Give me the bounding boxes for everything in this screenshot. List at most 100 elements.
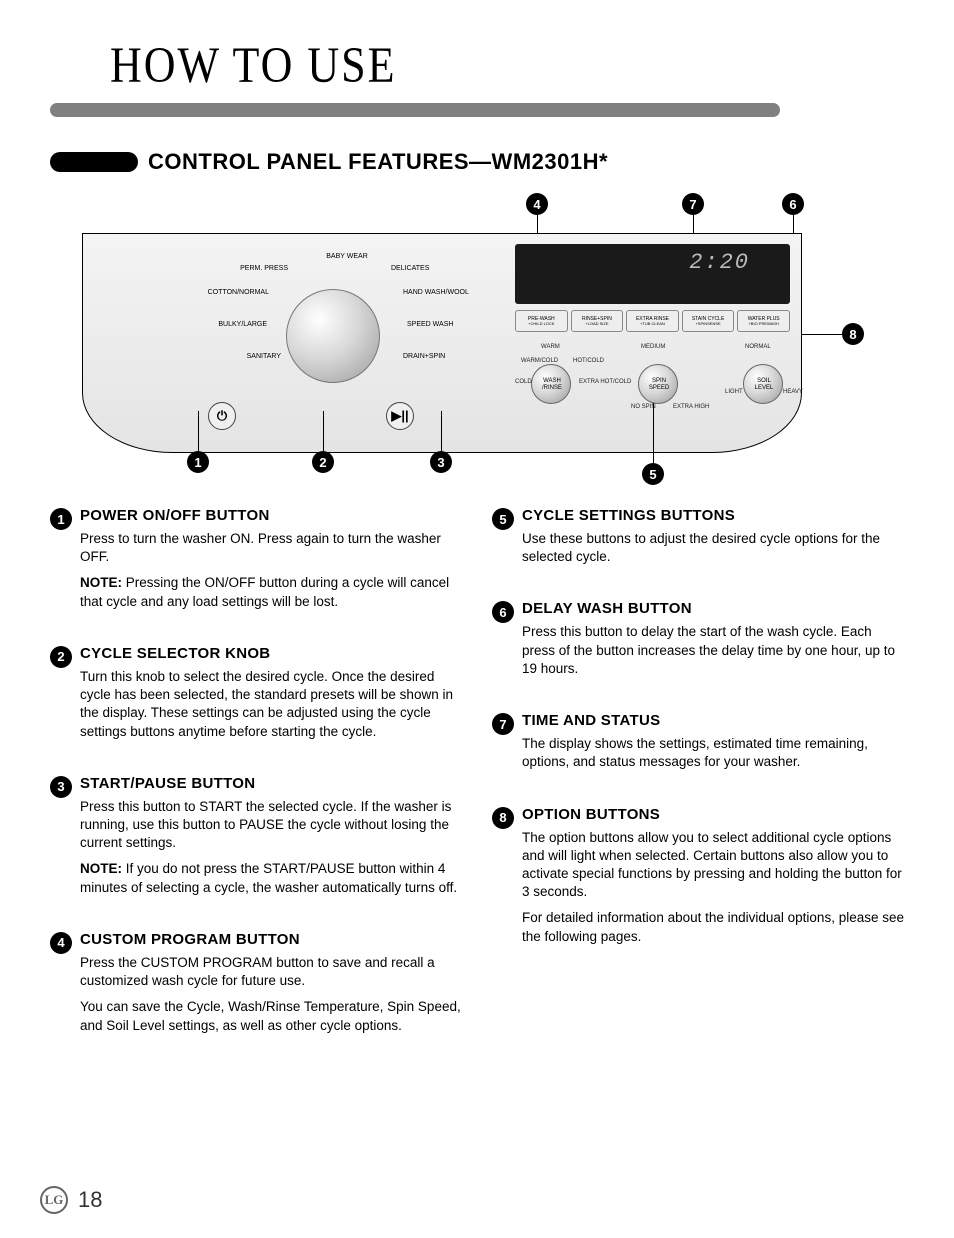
- knob-tick-label: HOT/COLD: [573, 358, 604, 364]
- feature-number: 7: [492, 713, 514, 735]
- play-pause-icon: ▶||: [391, 408, 408, 424]
- callout-number: 1: [187, 451, 209, 473]
- callout-number: 8: [842, 323, 864, 345]
- callout-number: 2: [312, 451, 334, 473]
- feature-columns: 1 POWER ON/OFF BUTTON Press to turn the wa…: [50, 507, 904, 1069]
- feature-number: 2: [50, 646, 72, 668]
- setting-knob-label: SOILLEVEL: [744, 378, 784, 391]
- callout-number: 7: [682, 193, 704, 215]
- feature-item: 3START/PAUSE BUTTONPress this button to …: [50, 775, 462, 905]
- callout-number: 5: [642, 463, 664, 485]
- knob-tick-label: WARM: [541, 344, 560, 350]
- feature-number: 1: [50, 508, 72, 530]
- option-sublabel: +CHILD LOCK: [528, 322, 554, 326]
- feature-number: 5: [492, 508, 514, 530]
- callout-line: [802, 334, 842, 335]
- setting-knob[interactable]: WASH/RINSE: [531, 364, 571, 404]
- option-sublabel: +TUB CLEAN: [640, 322, 665, 326]
- status-display: 2:20: [515, 244, 790, 304]
- feature-item: 2 CYCLE SELECTOR KNOB Turn this knob to se…: [50, 645, 462, 749]
- knob-tick-label: MEDIUM: [641, 344, 665, 350]
- feature-text: Use these buttons to adjust the desired …: [522, 530, 904, 566]
- cycle-option-label: DELICATES: [391, 265, 429, 272]
- callout-line: [198, 411, 199, 451]
- feature-item: 7 TIME AND STATUS The display shows the se…: [492, 712, 904, 779]
- cycle-selector-knob[interactable]: [286, 289, 380, 383]
- cycle-option-label: SPEED WASH: [407, 321, 453, 328]
- option-button[interactable]: EXTRA RINSE+TUB CLEAN: [626, 310, 679, 332]
- knob-tick-label: WARM/COLD: [521, 358, 558, 364]
- feature-column-right: 5CYCLE SETTINGS BUTTONSUse these buttons…: [492, 507, 904, 1069]
- section-title: CONTROL PANEL FEATURES—WM2301H*: [148, 149, 608, 175]
- control-panel-diagram: 476 BABY WEARPERM. PRESSDELICATESCOTTON/…: [82, 193, 872, 483]
- feature-column-left: 1 POWER ON/OFF BUTTON Press to turn the wa…: [50, 507, 462, 1069]
- callout-number: 4: [526, 193, 548, 215]
- feature-number: 4: [50, 932, 72, 954]
- panel-body: BABY WEAR PERM. PRESS DELICATES COTTON/NORM…: [82, 233, 802, 453]
- option-button[interactable]: WATER PLUS+BIO PREWASH: [737, 310, 790, 332]
- cycle-option-label: SANITARY: [247, 353, 281, 360]
- option-button[interactable]: STAIN CYCLE+SPINSENSE: [682, 310, 735, 332]
- knob-tick-label: HEAVY: [783, 389, 803, 395]
- feature-title: TIME AND STATUS: [522, 712, 904, 729]
- feature-text: Press this button to delay the start of …: [522, 623, 904, 678]
- section-header: CONTROL PANEL FEATURES—WM2301H*: [50, 149, 904, 175]
- setting-knob[interactable]: SPINSPEED: [638, 364, 678, 404]
- feature-text: For detailed information about the indiv…: [522, 909, 904, 945]
- feature-title: OPTION BUTTONS: [522, 806, 904, 823]
- feature-text: Press this button to START the selected …: [80, 798, 462, 853]
- feature-item: 6 DELAY WASH BUTTON Press this button to d…: [492, 600, 904, 686]
- feature-text: NOTE: Pressing the ON/OFF button during …: [80, 574, 462, 610]
- setting-knob[interactable]: SOILLEVEL: [743, 364, 783, 404]
- display-time: 2:20: [689, 250, 750, 275]
- cycle-option-label: PERM. PRESS: [240, 265, 288, 272]
- cycle-option-label: BULKY/LARGE: [218, 321, 267, 328]
- feature-item: 1 POWER ON/OFF BUTTON Press to turn the wa…: [50, 507, 462, 619]
- feature-text: Press to turn the washer ON. Press again…: [80, 530, 462, 566]
- knob-tick-label: NORMAL: [745, 344, 771, 350]
- feature-text: The option buttons allow you to select a…: [522, 829, 904, 902]
- option-sublabel: +LOAD SIZE: [585, 322, 608, 326]
- option-sublabel: +SPINSENSE: [695, 322, 720, 326]
- feature-text: Press the CUSTOM PROGRAM button to save …: [80, 954, 462, 990]
- option-button[interactable]: RINSE+SPIN+LOAD SIZE: [571, 310, 624, 332]
- knob-tick-label: LIGHT: [725, 389, 743, 395]
- option-button-row: PRE-WASH+CHILD LOCKRINSE+SPIN+LOAD SIZEE…: [515, 310, 790, 332]
- knob-tick-label: NO SPIN: [631, 404, 656, 410]
- page-number: 18: [78, 1187, 102, 1213]
- knob-tick-label: COLD: [515, 379, 532, 385]
- feature-number: 8: [492, 807, 514, 829]
- option-button[interactable]: PRE-WASH+CHILD LOCK: [515, 310, 568, 332]
- feature-number: 3: [50, 776, 72, 798]
- knob-tick-label: EXTRA HIGH: [673, 404, 709, 410]
- feature-item: 4 CUSTOM PROGRAM BUTTON Press the CUSTOM P…: [50, 931, 462, 1043]
- cycle-knob-area: BABY WEAR PERM. PRESS DELICATES COTTON/NORM…: [193, 249, 473, 429]
- feature-title: CUSTOM PROGRAM BUTTON: [80, 931, 462, 948]
- page-footer: LG 18: [40, 1186, 102, 1214]
- feature-number: 6: [492, 601, 514, 623]
- feature-text: You can save the Cycle, Wash/Rinse Tempe…: [80, 998, 462, 1034]
- brand-logo: LG: [40, 1186, 68, 1214]
- power-button[interactable]: ⏻: [208, 402, 236, 430]
- cycle-option-label: COTTON/NORMAL: [208, 289, 269, 296]
- feature-title: POWER ON/OFF BUTTON: [80, 507, 462, 524]
- page-title: HOW TO USE: [110, 36, 904, 95]
- setting-knob-label: SPINSPEED: [639, 378, 679, 391]
- cycle-option-label: DRAIN+SPIN: [403, 353, 445, 360]
- feature-text: The display shows the settings, estimate…: [522, 735, 904, 771]
- callout-number: 3: [430, 451, 452, 473]
- feature-text: Turn this knob to select the desired cyc…: [80, 668, 462, 741]
- option-sublabel: +BIO PREWASH: [748, 322, 778, 326]
- feature-text: NOTE: If you do not press the START/PAUS…: [80, 860, 462, 896]
- cycle-option-label: BABY WEAR: [317, 253, 377, 260]
- knob-tick-label: EXTRA HOT/COLD: [579, 379, 631, 385]
- setting-knob-label: WASH/RINSE: [532, 378, 572, 391]
- feature-title: CYCLE SELECTOR KNOB: [80, 645, 462, 662]
- feature-title: DELAY WASH BUTTON: [522, 600, 904, 617]
- power-icon: ⏻: [217, 408, 227, 424]
- callout-line: [441, 411, 442, 451]
- start-pause-button[interactable]: ▶||: [386, 402, 414, 430]
- title-bar: [50, 103, 780, 117]
- cycle-option-label: HAND WASH/WOOL: [403, 289, 469, 296]
- callout-line: [323, 411, 324, 451]
